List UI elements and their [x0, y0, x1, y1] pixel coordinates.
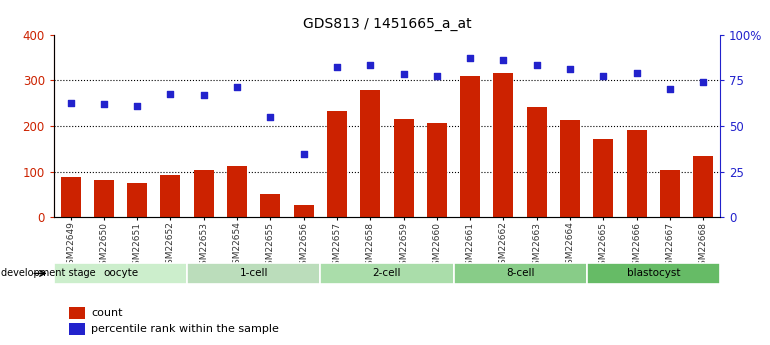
Point [364, 62, 377, 68]
Bar [327, 111, 347, 217]
Point [231, 84, 243, 90]
Text: percentile rank within the sample: percentile rank within the sample [92, 325, 279, 334]
Bar [460, 76, 480, 217]
Bar [127, 183, 147, 217]
Title: GDS813 / 1451665_a_at: GDS813 / 1451665_a_at [303, 17, 471, 31]
Bar [187, 263, 320, 284]
Bar [360, 90, 380, 217]
Point [65, 100, 77, 106]
Point [198, 92, 210, 98]
Point [464, 56, 477, 61]
Bar [320, 263, 454, 284]
Point [598, 73, 610, 78]
Text: blastocyst: blastocyst [627, 268, 680, 278]
Bar [693, 156, 713, 217]
Point [430, 73, 443, 78]
Point [131, 104, 143, 109]
Bar [660, 170, 680, 217]
Bar [54, 263, 187, 284]
Bar [69, 323, 85, 335]
Bar [293, 205, 313, 217]
Text: oocyte: oocyte [103, 268, 138, 278]
Bar [393, 119, 413, 217]
Point [664, 87, 676, 92]
Bar [627, 130, 647, 217]
Point [631, 71, 643, 76]
Bar [587, 263, 720, 284]
Bar [260, 194, 280, 217]
Text: count: count [92, 308, 122, 318]
Bar [454, 263, 587, 284]
Bar [594, 139, 614, 217]
Point [297, 151, 310, 157]
Text: 8-cell: 8-cell [506, 268, 534, 278]
Point [98, 101, 110, 107]
Text: 1-cell: 1-cell [239, 268, 268, 278]
Point [331, 65, 343, 70]
Bar [61, 177, 81, 217]
Bar [94, 180, 114, 217]
Bar [69, 307, 85, 319]
Bar [427, 123, 447, 217]
Point [397, 71, 410, 77]
Point [264, 114, 276, 120]
Bar [494, 73, 514, 217]
Bar [227, 166, 247, 217]
Bar [160, 175, 180, 217]
Text: 2-cell: 2-cell [373, 268, 401, 278]
Point [164, 91, 176, 97]
Bar [560, 120, 580, 217]
Point [697, 80, 709, 85]
Point [564, 66, 576, 71]
Text: development stage: development stage [1, 268, 95, 278]
Point [497, 57, 510, 62]
Bar [527, 107, 547, 217]
Bar [194, 170, 214, 217]
Point [531, 62, 543, 68]
